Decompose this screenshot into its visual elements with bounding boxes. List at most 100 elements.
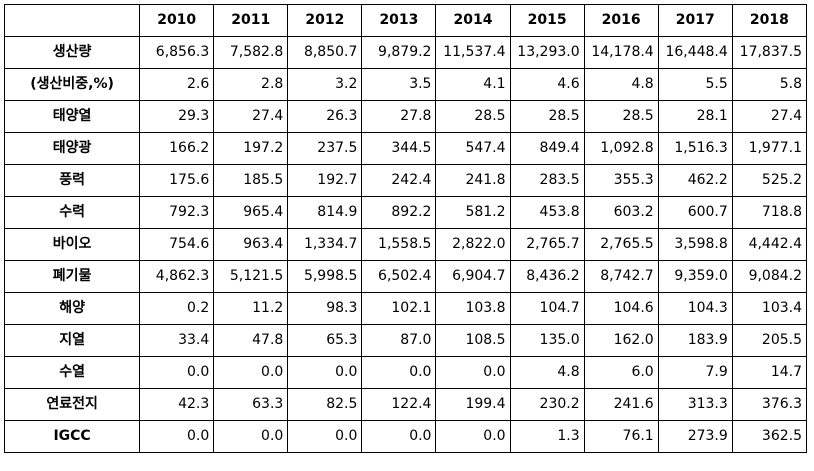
year-header: 2014 — [435, 4, 511, 37]
year-header: 2012 — [287, 4, 363, 37]
value-cell: 1,516.3 — [657, 132, 733, 165]
value-cell: 2,765.7 — [509, 228, 585, 261]
value-cell: 5,998.5 — [287, 260, 363, 293]
table-body: 생산량 6,856.3 7,582.8 8,850.7 9,879.2 11,537.4 1… — [3, 36, 808, 453]
value-cell: 0.0 — [139, 356, 215, 389]
value-cell: 283.5 — [509, 164, 585, 197]
value-cell: 16,448.4 — [657, 36, 733, 69]
value-cell: 8,850.7 — [287, 36, 363, 69]
value-cell: 2.6 — [139, 68, 215, 101]
value-cell: 3.5 — [361, 68, 437, 101]
row-label: 지열 — [3, 324, 141, 357]
value-cell: 104.6 — [583, 292, 659, 325]
table-row: (생산비중,%) 2.6 2.8 3.2 3.5 4.1 4.6 4.8 5.5 5.8 — [3, 68, 808, 101]
row-label: IGCC — [3, 420, 141, 453]
year-header: 2016 — [583, 4, 659, 37]
value-cell: 104.3 — [657, 292, 733, 325]
row-label: 생산량 — [3, 36, 141, 69]
value-cell: 0.0 — [435, 420, 511, 453]
value-cell: 6.0 — [583, 356, 659, 389]
value-cell: 892.2 — [361, 196, 437, 229]
value-cell: 183.9 — [657, 324, 733, 357]
value-cell: 1,977.1 — [731, 132, 808, 165]
value-cell: 28.1 — [657, 100, 733, 133]
value-cell: 27.4 — [213, 100, 289, 133]
value-cell: 29.3 — [139, 100, 215, 133]
value-cell: 26.3 — [287, 100, 363, 133]
value-cell: 792.3 — [139, 196, 215, 229]
value-cell: 11.2 — [213, 292, 289, 325]
value-cell: 963.4 — [213, 228, 289, 261]
row-label: 태양열 — [3, 100, 141, 133]
value-cell: 5,121.5 — [213, 260, 289, 293]
year-header: 2017 — [657, 4, 733, 37]
value-cell: 4,862.3 — [139, 260, 215, 293]
value-cell: 4.6 — [509, 68, 585, 101]
value-cell: 9,879.2 — [361, 36, 437, 69]
value-cell: 1,558.5 — [361, 228, 437, 261]
row-label: 풍력 — [3, 164, 141, 197]
value-cell: 108.5 — [435, 324, 511, 357]
value-cell: 376.3 — [731, 388, 808, 421]
table-row: 연료전지 42.3 63.3 82.5 122.4 199.4 230.2 241.6 313.… — [3, 388, 808, 421]
value-cell: 814.9 — [287, 196, 363, 229]
value-cell: 102.1 — [361, 292, 437, 325]
value-cell: 603.2 — [583, 196, 659, 229]
table-row: 생산량 6,856.3 7,582.8 8,850.7 9,879.2 11,537.4 1… — [3, 36, 808, 69]
value-cell: 4.8 — [583, 68, 659, 101]
value-cell: 175.6 — [139, 164, 215, 197]
value-cell: 28.5 — [583, 100, 659, 133]
energy-production-table: 2010 2011 2012 2013 2014 2015 2016 2017 … — [3, 4, 808, 453]
value-cell: 27.4 — [731, 100, 808, 133]
value-cell: 76.1 — [583, 420, 659, 453]
value-cell: 0.2 — [139, 292, 215, 325]
table-row: 수력 792.3 965.4 814.9 892.2 581.2 453.8 603.2 600… — [3, 196, 808, 229]
value-cell: 3,598.8 — [657, 228, 733, 261]
value-cell: 2.8 — [213, 68, 289, 101]
year-header: 2011 — [213, 4, 289, 37]
value-cell: 47.8 — [213, 324, 289, 357]
value-cell: 1.3 — [509, 420, 585, 453]
value-cell: 313.3 — [657, 388, 733, 421]
value-cell: 462.2 — [657, 164, 733, 197]
row-label: 태양광 — [3, 132, 141, 165]
value-cell: 11,537.4 — [435, 36, 511, 69]
value-cell: 14,178.4 — [583, 36, 659, 69]
value-cell: 344.5 — [361, 132, 437, 165]
table-row: 태양열 29.3 27.4 26.3 27.8 28.5 28.5 28.5 28.1 27.4 — [3, 100, 808, 133]
value-cell: 42.3 — [139, 388, 215, 421]
value-cell: 547.4 — [435, 132, 511, 165]
row-label: 수력 — [3, 196, 141, 229]
value-cell: 453.8 — [509, 196, 585, 229]
year-header: 2015 — [509, 4, 585, 37]
value-cell: 7,582.8 — [213, 36, 289, 69]
value-cell: 98.3 — [287, 292, 363, 325]
value-cell: 28.5 — [509, 100, 585, 133]
value-cell: 13,293.0 — [509, 36, 585, 69]
row-label: 폐기물 — [3, 260, 141, 293]
table-row: 폐기물 4,862.3 5,121.5 5,998.5 6,502.4 6,904.7 8,… — [3, 260, 808, 293]
table-row: 지열 33.4 47.8 65.3 87.0 108.5 135.0 162.0 183.9 20… — [3, 324, 808, 357]
value-cell: 7.9 — [657, 356, 733, 389]
table-row: 해양 0.2 11.2 98.3 102.1 103.8 104.7 104.6 104.3 10… — [3, 292, 808, 325]
value-cell: 965.4 — [213, 196, 289, 229]
value-cell: 0.0 — [213, 356, 289, 389]
value-cell: 6,502.4 — [361, 260, 437, 293]
value-cell: 581.2 — [435, 196, 511, 229]
value-cell: 242.4 — [361, 164, 437, 197]
value-cell: 237.5 — [287, 132, 363, 165]
corner-cell — [3, 4, 141, 37]
value-cell: 4,442.4 — [731, 228, 808, 261]
value-cell: 205.5 — [731, 324, 808, 357]
value-cell: 0.0 — [361, 420, 437, 453]
value-cell: 65.3 — [287, 324, 363, 357]
value-cell: 162.0 — [583, 324, 659, 357]
value-cell: 0.0 — [287, 356, 363, 389]
value-cell: 5.8 — [731, 68, 808, 101]
year-header: 2013 — [361, 4, 437, 37]
value-cell: 103.8 — [435, 292, 511, 325]
table-row: 풍력 175.6 185.5 192.7 242.4 241.8 283.5 355.3 462… — [3, 164, 808, 197]
value-cell: 27.8 — [361, 100, 437, 133]
value-cell: 362.5 — [731, 420, 808, 453]
